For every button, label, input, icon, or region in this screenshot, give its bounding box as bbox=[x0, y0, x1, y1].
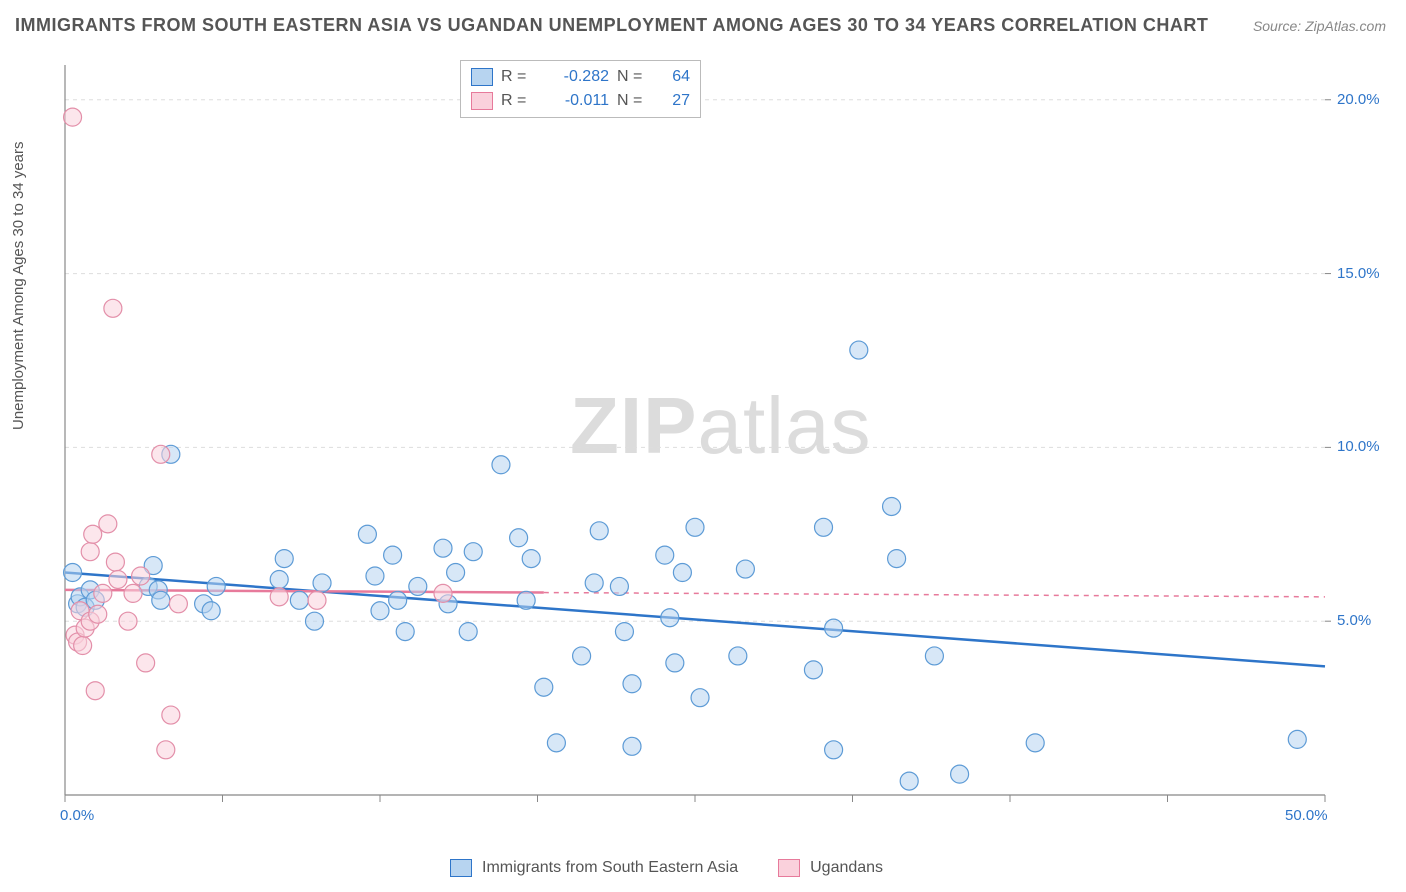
r-label: R = bbox=[501, 92, 536, 110]
x-tick-label: 0.0% bbox=[60, 807, 94, 824]
legend-label-pink: Ugandans bbox=[810, 859, 883, 877]
y-tick-label: 20.0% bbox=[1337, 91, 1380, 108]
chart-title: IMMIGRANTS FROM SOUTH EASTERN ASIA VS UG… bbox=[15, 15, 1208, 36]
r-label: R = bbox=[501, 68, 536, 86]
swatch-pink bbox=[471, 92, 493, 110]
swatch-blue-icon bbox=[450, 859, 472, 877]
y-tick-label: 10.0% bbox=[1337, 438, 1380, 455]
y-tick-label: 15.0% bbox=[1337, 265, 1380, 282]
y-axis-label: Unemployment Among Ages 30 to 34 years bbox=[10, 141, 27, 430]
scatter-plot bbox=[55, 55, 1385, 815]
n-value-blue: 64 bbox=[660, 68, 690, 86]
n-label: N = bbox=[617, 92, 652, 110]
r-value-blue: -0.282 bbox=[544, 68, 609, 86]
x-tick-label: 50.0% bbox=[1285, 807, 1328, 824]
n-value-pink: 27 bbox=[660, 92, 690, 110]
n-label: N = bbox=[617, 68, 652, 86]
chart-container: IMMIGRANTS FROM SOUTH EASTERN ASIA VS UG… bbox=[0, 0, 1406, 892]
legend-label-blue: Immigrants from South Eastern Asia bbox=[482, 859, 738, 877]
legend-row-pink: R = -0.011 N = 27 bbox=[471, 89, 690, 113]
swatch-pink-icon bbox=[778, 859, 800, 877]
correlation-legend: R = -0.282 N = 64 R = -0.011 N = 27 bbox=[460, 60, 701, 118]
y-tick-label: 5.0% bbox=[1337, 612, 1371, 629]
legend-row-blue: R = -0.282 N = 64 bbox=[471, 65, 690, 89]
source-attribution: Source: ZipAtlas.com bbox=[1253, 18, 1386, 34]
r-value-pink: -0.011 bbox=[544, 92, 609, 110]
series-legend: Immigrants from South Eastern Asia Ugand… bbox=[450, 859, 883, 877]
swatch-blue bbox=[471, 68, 493, 86]
